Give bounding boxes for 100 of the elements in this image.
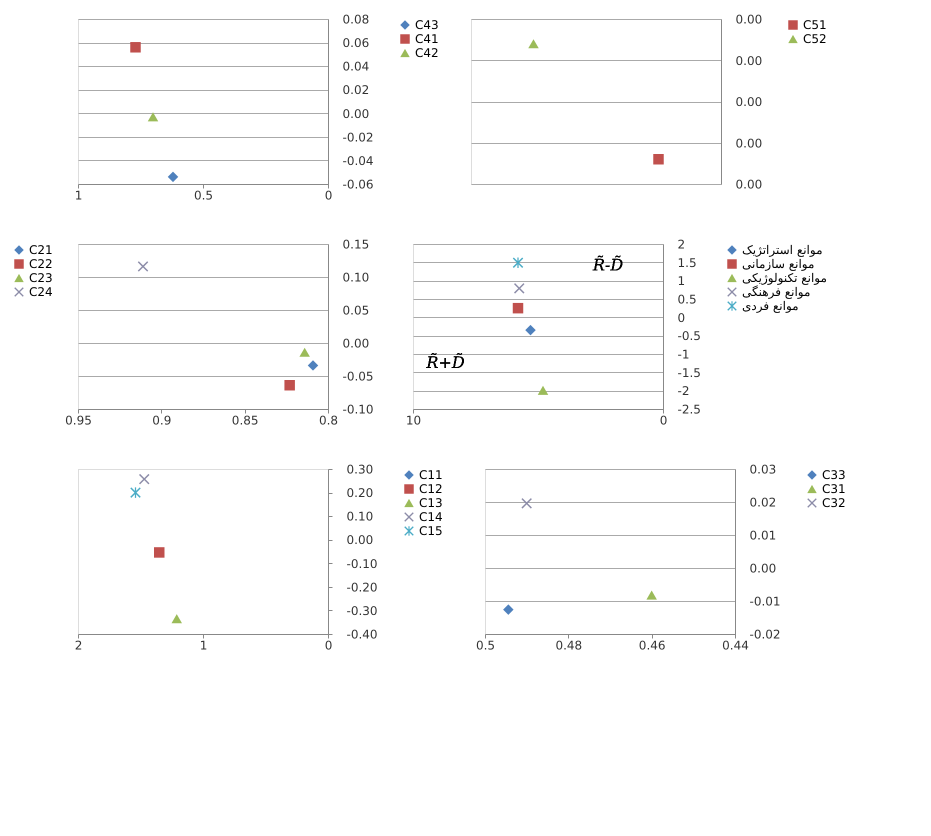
y-tick-label: 0.5: [678, 292, 697, 306]
y-tick-label: -0.02: [342, 130, 374, 144]
point: [646, 590, 657, 600]
y-tick-label: 0.00: [736, 12, 762, 26]
x-tick-label: 0.85: [232, 414, 259, 428]
y-tick-label: 0.00: [342, 336, 370, 350]
legend-label: C33: [822, 468, 846, 482]
y-tick-label: 0.00: [750, 562, 776, 576]
x-tick-label: 0.5: [194, 188, 214, 202]
legend-label: C14: [419, 510, 443, 524]
y-tick-label: -0.30: [346, 604, 378, 618]
point: [514, 283, 524, 294]
y-tick-label: 1.5: [678, 256, 697, 270]
legend-label: C24: [29, 285, 53, 299]
x-tick-label: 0.8: [318, 414, 338, 428]
point: [130, 42, 141, 53]
x-tick-label: 0.5: [476, 638, 496, 652]
y-tick-label: 0.04: [342, 60, 370, 74]
y-tick-label: -1: [678, 348, 690, 362]
x-tick-label: 1: [200, 638, 208, 652]
legend-label: C15: [419, 524, 443, 538]
x-tick-label: 0.44: [722, 638, 749, 652]
y-axis-title: R̃-D̃: [592, 255, 624, 274]
point: [168, 172, 178, 182]
x-tick-label: 0.9: [152, 414, 172, 428]
y-tick-label: 0.00: [346, 533, 374, 548]
legend-label: C22: [29, 257, 53, 271]
y-tick-label: -0.40: [346, 628, 378, 642]
y-tick-label: 0.05: [342, 304, 370, 318]
point: [154, 547, 164, 558]
y-tick-label: 0.02: [342, 83, 370, 98]
legend-label: C13: [419, 496, 443, 510]
point: [538, 386, 548, 395]
y-tick-label: 2: [678, 238, 686, 252]
y-tick-label: -0.5: [678, 329, 701, 344]
legend-label: C12: [419, 482, 443, 496]
y-tick-label: 0.20: [346, 486, 374, 500]
y-tick-label: 0.00: [736, 54, 762, 68]
point: [139, 474, 150, 484]
y-tick-label: 0.01: [750, 528, 776, 542]
y-tick-label: -0.20: [346, 580, 378, 594]
y-tick-label: 0.00: [342, 106, 370, 121]
legend-label: C31: [822, 482, 846, 496]
point: [299, 348, 310, 357]
x-tick-label: 0.95: [65, 414, 92, 428]
legend-label: موانع استراتژیک: [742, 243, 823, 257]
y-tick-label: -1.5: [678, 366, 701, 380]
legend-label: C43: [415, 18, 439, 32]
point: [138, 261, 148, 272]
y-tick-label: 0.10: [346, 510, 374, 524]
legend-label: C52: [803, 32, 827, 46]
y-tick-label: 0.06: [342, 36, 370, 50]
y-tick-label: 0.15: [342, 238, 370, 252]
x-tick-label: 0: [324, 638, 332, 652]
point: [148, 112, 158, 122]
y-tick-label: -0.10: [346, 556, 378, 571]
x-tick-label: 0.46: [638, 638, 666, 652]
legend-label: موانع سازمانی: [742, 257, 814, 271]
x-tick-label: 10: [406, 414, 422, 428]
legend-label: موانع فردی: [742, 299, 799, 313]
x-axis-title: R̃+D̃: [425, 352, 465, 372]
y-tick-label: 0.00: [736, 178, 762, 192]
x-tick-label: 1: [74, 188, 82, 202]
legend-label: C42: [415, 46, 439, 60]
legend-label: C21: [29, 243, 53, 257]
y-tick-label: 0.00: [736, 95, 762, 109]
y-tick-label: 0.02: [750, 496, 776, 510]
y-tick-label: -0.06: [342, 178, 374, 192]
y-tick-label: -0.05: [342, 370, 374, 384]
legend-label: C23: [29, 271, 53, 285]
point: [512, 302, 524, 314]
point: [525, 324, 536, 336]
point: [521, 498, 532, 509]
y-tick-label: 0.10: [342, 270, 370, 284]
y-tick-label: 0.30: [346, 462, 374, 476]
y-tick-label: 0.00: [736, 136, 762, 150]
y-tick-label: 1: [678, 274, 686, 288]
y-tick-label: -2: [678, 384, 690, 398]
y-tick-label: 0: [678, 310, 686, 325]
legend-label: C11: [419, 468, 443, 482]
legend-label: C41: [415, 32, 439, 46]
y-tick-label: -2.5: [678, 402, 701, 416]
y-tick-label: 0.08: [342, 12, 370, 26]
y-tick-label: -0.01: [750, 594, 781, 608]
x-tick-label: 0.48: [555, 638, 582, 652]
point: [172, 614, 182, 624]
x-tick-label: 0: [324, 188, 332, 202]
y-tick-label: -0.10: [342, 402, 374, 416]
x-tick-label: 0: [660, 414, 668, 428]
legend-label: موانع فرهنگی: [742, 285, 810, 299]
point: [308, 360, 318, 371]
legend-label: C32: [822, 496, 846, 510]
y-tick-label: -0.02: [750, 628, 781, 642]
x-tick-label: 2: [74, 638, 82, 652]
y-tick-label: -0.04: [342, 154, 374, 168]
legend-label: C51: [803, 18, 827, 32]
point: [284, 380, 295, 390]
point: [503, 604, 514, 615]
y-tick-label: 0.03: [750, 462, 776, 476]
legend-label: موانع تکنولوژیکی: [742, 271, 827, 285]
